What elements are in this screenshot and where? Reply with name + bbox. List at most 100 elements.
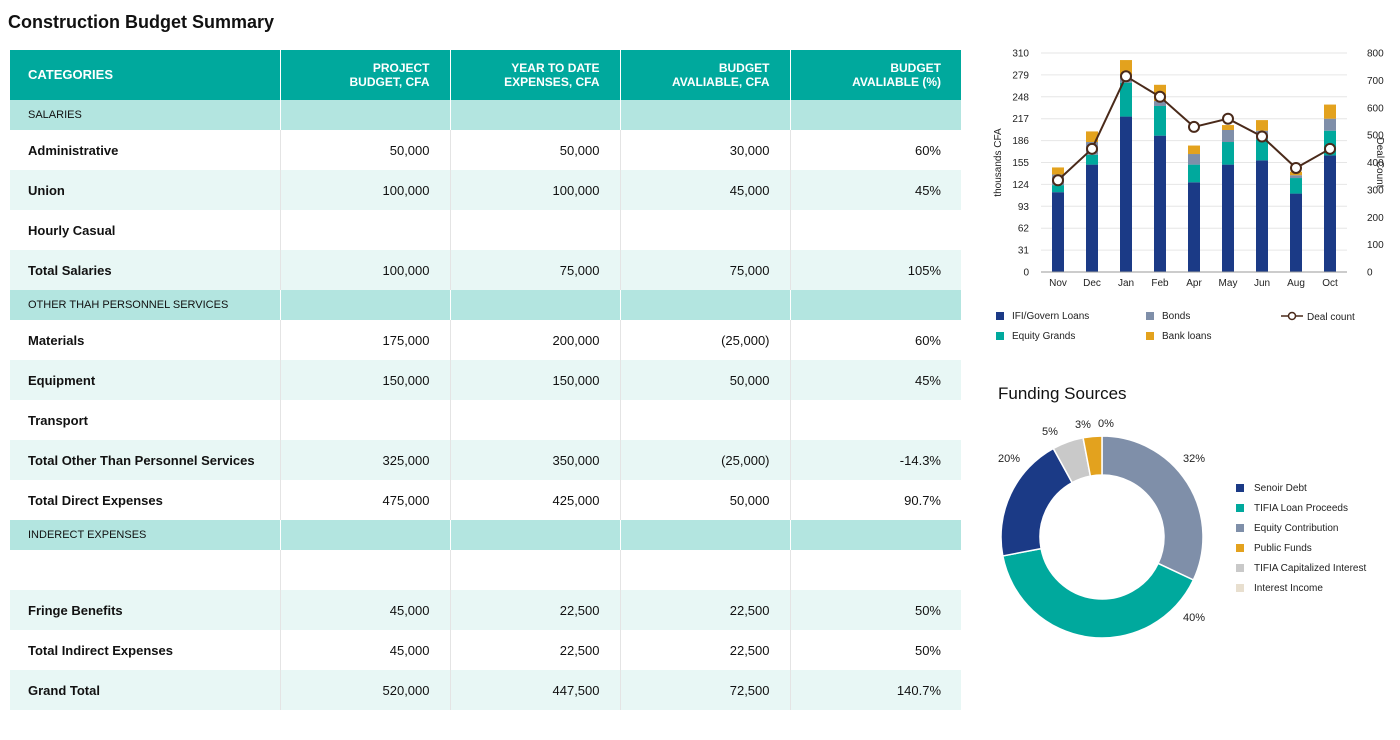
bar-segment [1086, 154, 1098, 165]
x-tick-label: Jun [1254, 278, 1270, 289]
table-row: Transport [10, 400, 961, 440]
donut-slice-label: 3% [1075, 419, 1091, 431]
y-tick-label: 186 [1012, 136, 1029, 147]
donut-legend-item: Public Funds [1236, 543, 1366, 563]
table-cell [450, 290, 621, 320]
x-tick-label: Aug [1287, 278, 1305, 289]
table-cell: 75,000 [450, 250, 621, 290]
bar-segment [1222, 142, 1234, 165]
row-label: Fringe Benefits [10, 590, 281, 630]
legend-swatch [1236, 584, 1244, 592]
legend-line-marker [1281, 311, 1303, 321]
donut-legend-item: Interest Income [1236, 583, 1366, 603]
x-tick-label: Jan [1118, 278, 1134, 289]
x-tick-label: Dec [1083, 278, 1101, 289]
legend-label: TIFIA Capitalized Interest [1254, 563, 1367, 574]
table-cell [620, 210, 791, 250]
bar-segment [1188, 145, 1200, 155]
table-cell: 425,000 [450, 480, 621, 520]
table-cell [790, 290, 961, 320]
deal-count-point [1222, 112, 1234, 125]
deals-bar-chart: 0 31 62 93 124 155 186 217 248 279 310 0 100 200 300 40… [985, 40, 1385, 302]
y-tick-label: 31 [1018, 246, 1030, 257]
donut-slice [1101, 435, 1204, 582]
y2-tick-label: 500 [1367, 131, 1384, 142]
bar-segment [1154, 135, 1166, 272]
table-cell: 75,000 [620, 250, 791, 290]
bar-segment [1052, 167, 1064, 175]
legend-label: Deal count [1307, 312, 1355, 323]
y2-tick-label: 800 [1367, 49, 1384, 60]
y2-tick-label: 600 [1367, 103, 1384, 114]
deal-count-point [1290, 161, 1302, 174]
funding-donut-chart: 20% 40% 32% 3% 5% 0% [985, 410, 1225, 655]
table-cell: 100,000 [450, 170, 621, 210]
row-label: Union [10, 170, 281, 210]
legend-label: Public Funds [1254, 543, 1312, 554]
table-cell: 475,000 [280, 480, 451, 520]
legend-label: Equity Grands [1012, 331, 1076, 342]
table-cell [620, 520, 791, 550]
table-cell [450, 100, 621, 130]
row-label: Total Direct Expenses [10, 480, 281, 520]
table-cell [280, 400, 451, 440]
table-cell: 50,000 [280, 130, 451, 170]
bar-segment [1086, 164, 1098, 272]
legend-item: Bank loans [1146, 331, 1211, 342]
x-tick-label: Nov [1049, 278, 1067, 289]
table-row: Materials 175,000 200,000 (25,000) 60% [10, 320, 961, 360]
bar-segment [1222, 164, 1234, 272]
table-cell [280, 210, 451, 250]
row-label: Equipment [10, 360, 281, 400]
table-cell: 50,000 [450, 130, 621, 170]
legend-swatch [1146, 312, 1154, 320]
y-tick-label: 62 [1018, 224, 1030, 235]
table-cell: 45,000 [280, 590, 451, 630]
section-label: INDERECT EXPENSES [10, 520, 281, 550]
header-col-3: BUDGET AVALIABLE, CFA [620, 50, 791, 100]
bar-segment [1324, 155, 1336, 272]
y-tick-label: 279 [1012, 70, 1029, 81]
bar-segment [1188, 182, 1200, 272]
donut-slice-label: 40% [1183, 612, 1205, 624]
table-cell [450, 210, 621, 250]
x-tick-label: Oct [1322, 278, 1338, 289]
header-categories: CATEGORIES [10, 50, 281, 100]
y2-tick-label: 0 [1367, 268, 1373, 279]
row-label: Total Indirect Expenses [10, 630, 281, 670]
bar-segment [1120, 116, 1132, 272]
y2-tick-label: 700 [1367, 76, 1384, 87]
row-label: Transport [10, 400, 281, 440]
bar-segment [1188, 154, 1200, 165]
legend-item-deal-count: Deal count [1281, 311, 1355, 323]
bar-segment [1256, 160, 1268, 272]
deal-count-point [1188, 120, 1200, 133]
table-row: Hourly Casual [10, 210, 961, 250]
table-row [10, 550, 961, 590]
y-tick-label: 93 [1018, 202, 1030, 213]
bar-segment [1222, 130, 1234, 143]
legend-label: Bonds [1162, 311, 1191, 322]
table-cell: (25,000) [620, 320, 791, 360]
bar-segment [1120, 82, 1132, 117]
table-cell: 325,000 [280, 440, 451, 480]
deal-count-point [1256, 130, 1268, 143]
y-tick-label: 310 [1012, 49, 1029, 60]
table-cell: 22,500 [450, 590, 621, 630]
row-label: Total Salaries [10, 250, 281, 290]
page-title: Construction Budget Summary [8, 12, 275, 32]
donut-slice [1001, 547, 1195, 639]
legend-swatch [1236, 504, 1244, 512]
y-tick-label: 248 [1012, 92, 1029, 103]
funding-sources-title: Funding Sources [998, 384, 1127, 403]
table-cell: 100,000 [280, 250, 451, 290]
legend-item: IFI/Govern Loans [996, 311, 1089, 322]
table-row: Total Indirect Expenses 45,000 22,500 22,50… [10, 630, 961, 670]
donut-legend-item: Senoir Debt [1236, 483, 1366, 503]
table-row: Union 100,000 100,000 45,000 45% [10, 170, 961, 210]
table-cell: 105% [790, 250, 961, 290]
table-cell: 22,500 [620, 590, 791, 630]
section-label: OTHER THAH PERSONNEL SERVICES [10, 290, 281, 320]
section-row: OTHER THAH PERSONNEL SERVICES [10, 290, 961, 320]
deal-count-point [1086, 142, 1098, 155]
